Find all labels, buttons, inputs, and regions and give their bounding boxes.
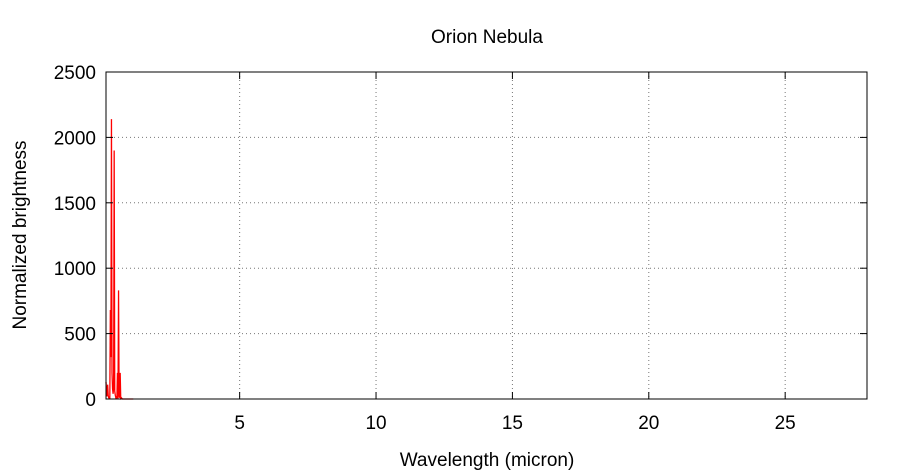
x-axis-label: Wavelength (micron) — [400, 450, 575, 471]
y-tick-label: 1000 — [54, 259, 96, 280]
y-tick-label: 2000 — [54, 128, 96, 149]
grid — [106, 72, 867, 399]
x-tick-label: 10 — [365, 413, 386, 434]
series-layer — [105, 119, 134, 401]
y-axis-label: Normalized brightness — [10, 140, 31, 329]
x-tick-label: 5 — [234, 413, 245, 434]
chart-title: Orion Nebula — [431, 27, 543, 48]
x-tick-label: 20 — [638, 413, 659, 434]
y-tick-label: 1500 — [54, 194, 96, 215]
series-line-0 — [105, 119, 134, 401]
y-tick-label: 2500 — [54, 63, 96, 84]
x-tick-label: 15 — [502, 413, 523, 434]
ticks: 0 500 1000 1500 2000 2500 5 10 15 20 25 — [54, 63, 867, 434]
plot-frame — [105, 71, 868, 400]
y-tick-label: 500 — [64, 325, 96, 346]
y-tick-label: 0 — [85, 390, 96, 411]
x-tick-label: 25 — [775, 413, 796, 434]
